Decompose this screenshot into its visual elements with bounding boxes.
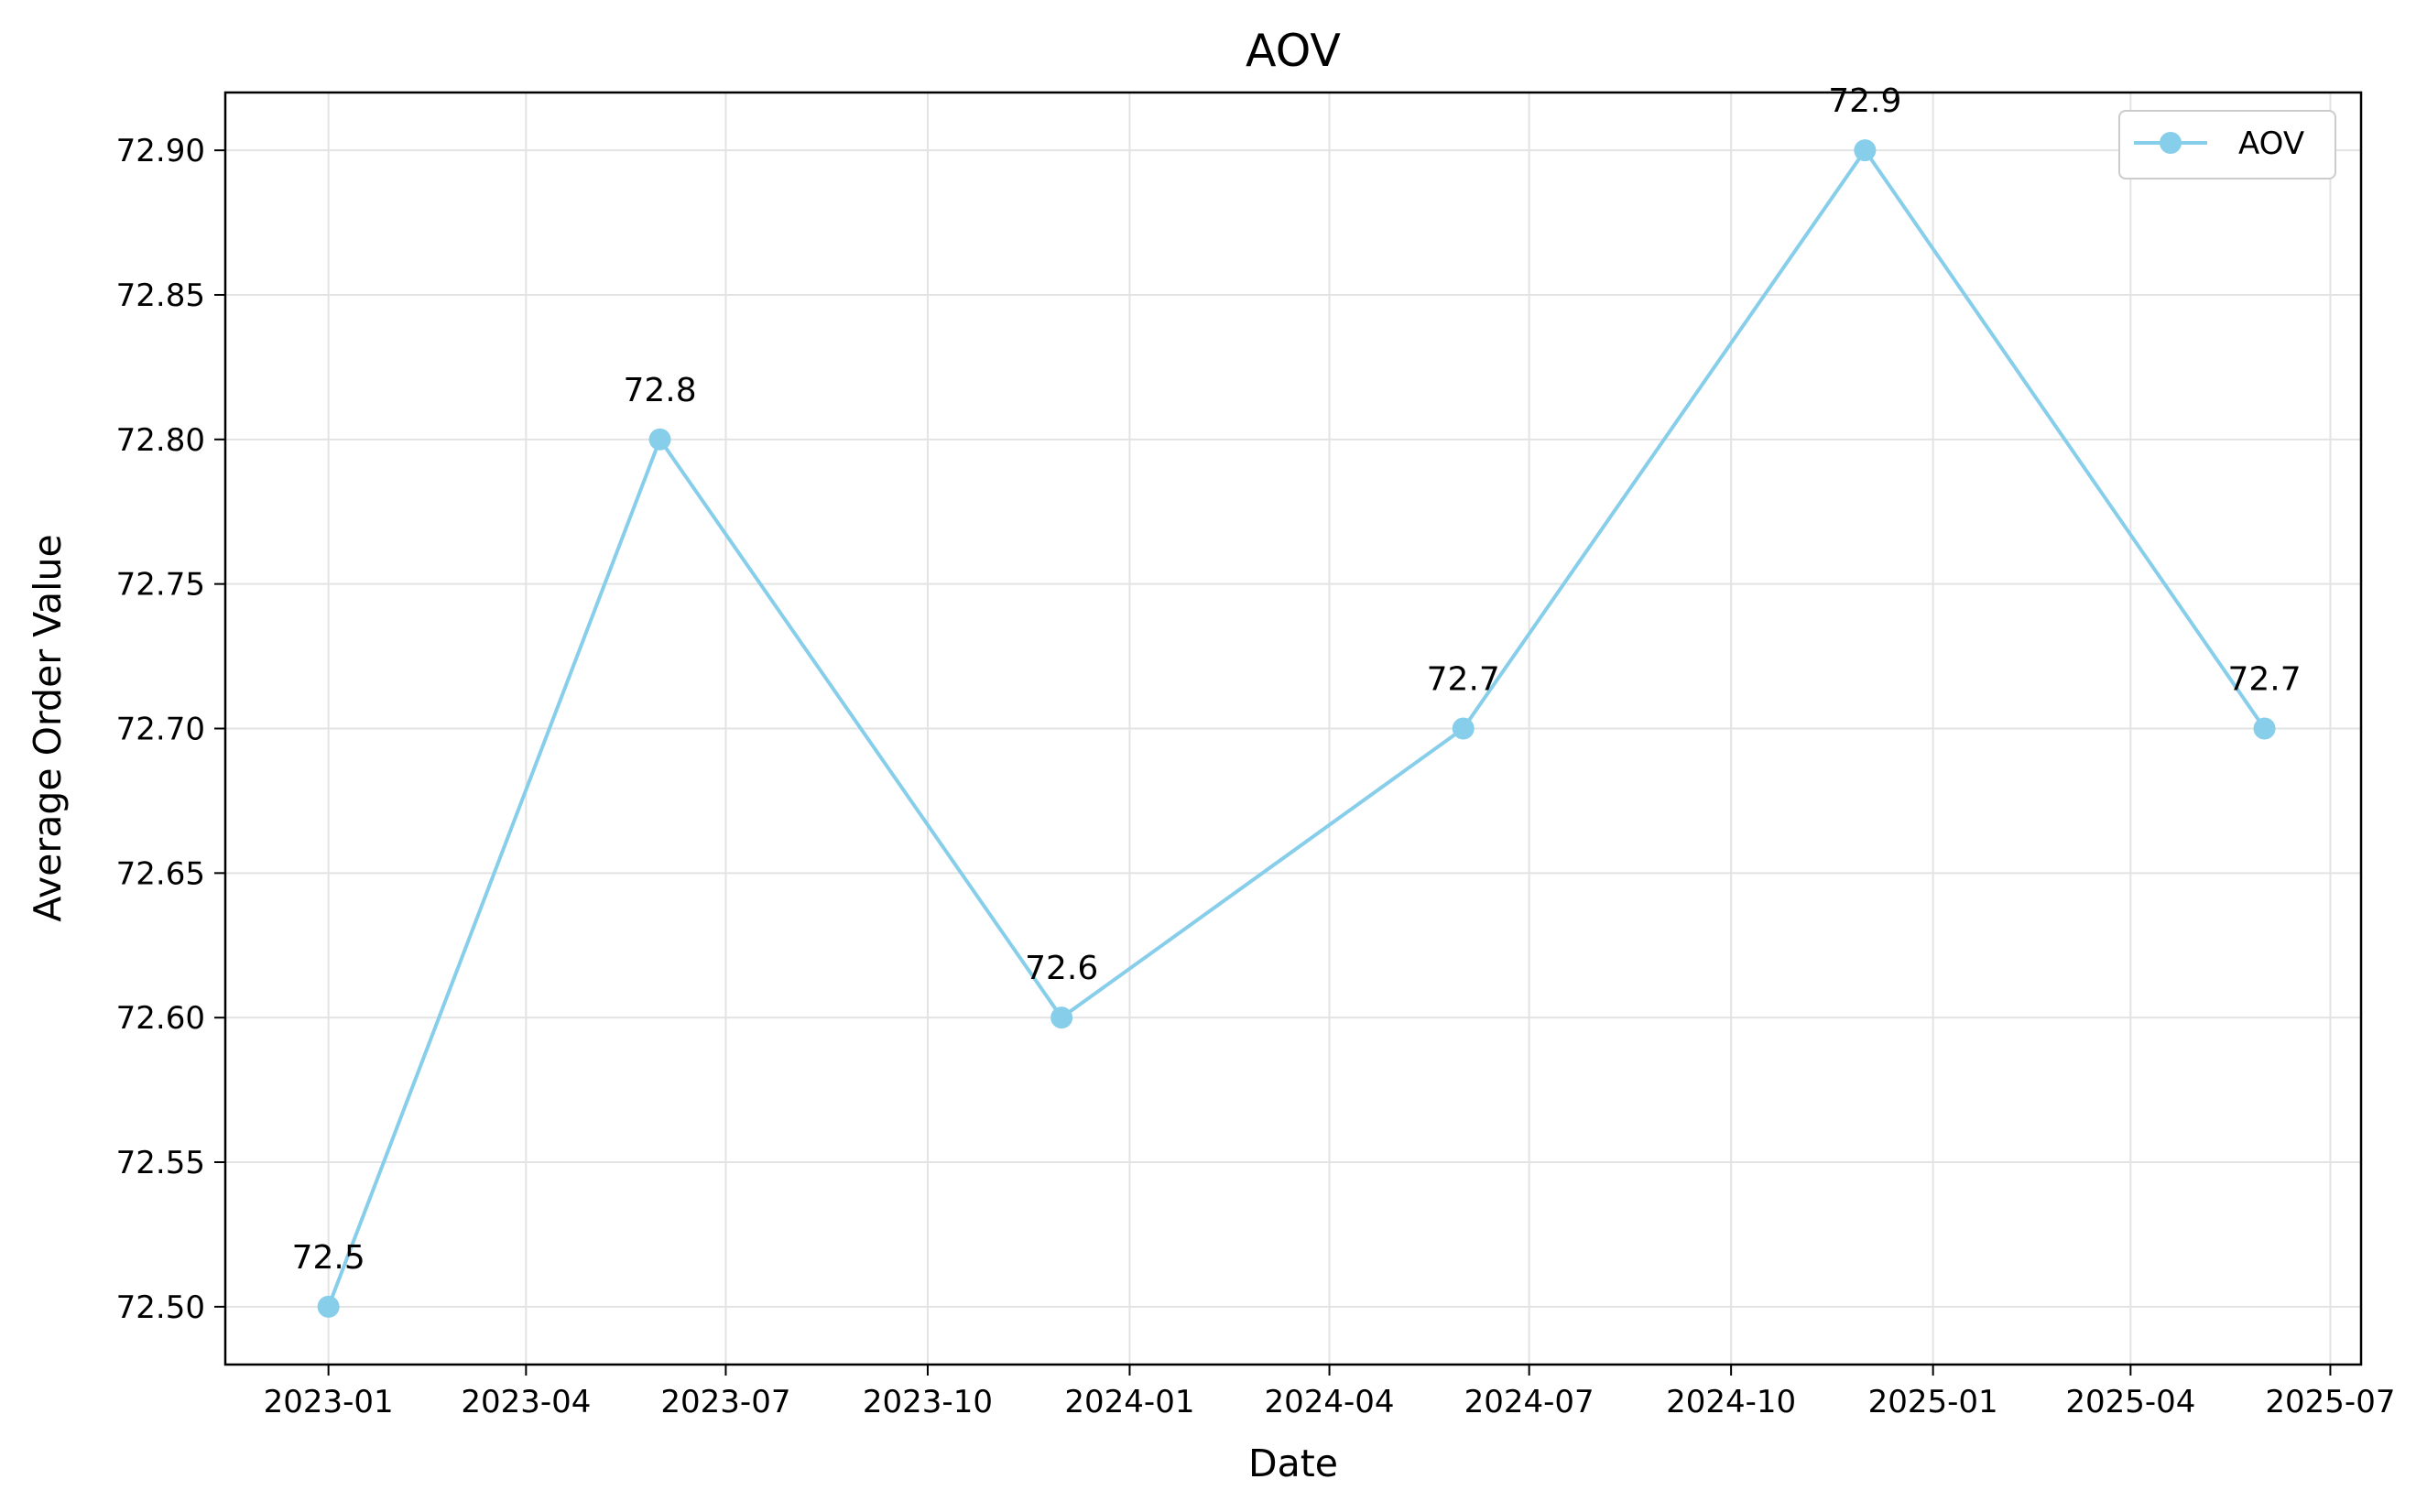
y-tick-label: 72.50 xyxy=(116,1289,205,1326)
data-point xyxy=(1050,1006,1073,1029)
data-point xyxy=(2253,717,2276,740)
data-label: 72.5 xyxy=(292,1239,365,1277)
data-point xyxy=(317,1295,340,1318)
legend: AOV xyxy=(2118,110,2336,179)
data-point xyxy=(648,428,671,451)
data-label: 72.8 xyxy=(623,372,696,409)
legend-label: AOV xyxy=(2238,125,2304,162)
data-point xyxy=(1452,717,1475,740)
x-tick-label: 2023-01 xyxy=(264,1384,394,1420)
data-label: 72.7 xyxy=(1427,661,1500,699)
x-tick-label: 2023-10 xyxy=(863,1384,993,1420)
y-tick-label: 72.80 xyxy=(116,422,205,459)
y-tick-label: 72.55 xyxy=(116,1145,205,1181)
data-label: 72.6 xyxy=(1025,950,1098,987)
grid-layer xyxy=(225,92,2361,1365)
y-tick-label: 72.70 xyxy=(116,712,205,748)
tick-layer: 2023-01 2023-04 2023-07 2023-10 2024-01 2024-… xyxy=(116,133,2396,1420)
x-tick-label: 2024-01 xyxy=(1064,1384,1194,1420)
x-tick-label: 2023-04 xyxy=(461,1384,591,1420)
y-axis-title: Average Order Value xyxy=(26,534,70,922)
data-label: 72.7 xyxy=(2227,661,2301,699)
y-tick-label: 72.85 xyxy=(116,277,205,314)
series-layer xyxy=(317,139,2276,1318)
y-tick-label: 72.60 xyxy=(116,1000,205,1037)
y-tick-label: 72.65 xyxy=(116,855,205,892)
data-label: 72.9 xyxy=(1828,82,1901,120)
x-tick-label: 2024-07 xyxy=(1464,1384,1594,1420)
y-tick-label: 72.75 xyxy=(116,567,205,604)
data-label-layer: 72.5 72.8 72.6 72.7 72.9 72.7 xyxy=(292,82,2302,1277)
x-tick-label: 2023-07 xyxy=(660,1384,790,1420)
chart-title: AOV xyxy=(1246,25,1341,77)
x-axis-title: Date xyxy=(1248,1441,1338,1485)
legend-box xyxy=(2118,110,2336,179)
x-tick-label: 2025-01 xyxy=(1868,1384,1998,1420)
x-tick-label: 2024-04 xyxy=(1265,1384,1395,1420)
x-tick-label: 2025-07 xyxy=(2265,1384,2395,1420)
legend-marker-swatch xyxy=(2160,132,2182,154)
series-line xyxy=(326,148,2267,1308)
y-tick-label: 72.90 xyxy=(116,133,205,169)
x-tick-label: 2024-10 xyxy=(1666,1384,1796,1420)
x-tick-label: 2025-04 xyxy=(2065,1384,2195,1420)
data-point xyxy=(1854,139,1877,162)
